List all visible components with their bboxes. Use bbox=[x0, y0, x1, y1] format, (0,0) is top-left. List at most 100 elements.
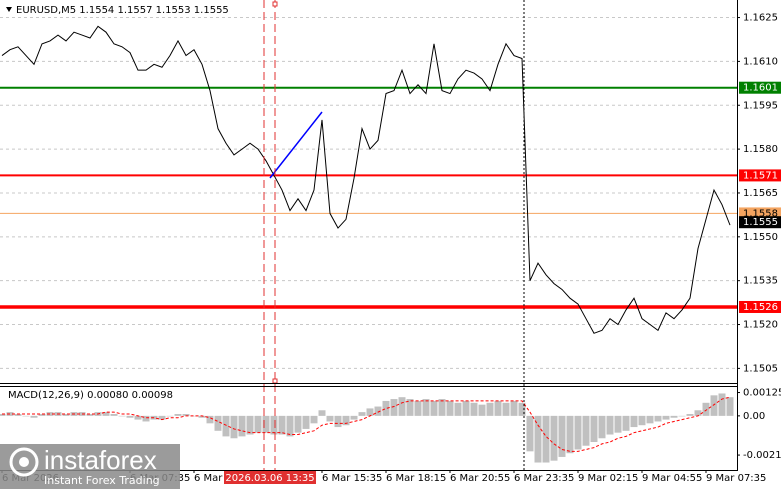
histogram-bar bbox=[614, 415, 622, 433]
histogram-bar bbox=[238, 415, 246, 437]
histogram-bar bbox=[366, 408, 374, 416]
histogram-bar bbox=[118, 415, 126, 417]
title-arrow bbox=[6, 7, 12, 12]
y-tick-label: 1.1610 bbox=[743, 56, 778, 67]
histogram-bar bbox=[598, 415, 606, 439]
histogram-bar bbox=[334, 415, 342, 428]
histogram-bar bbox=[358, 412, 366, 416]
histogram-bar bbox=[542, 415, 550, 463]
y-tick-label: 1.1550 bbox=[743, 232, 778, 243]
y-tick-label: 1.1565 bbox=[743, 188, 778, 199]
histogram-bar bbox=[222, 415, 230, 437]
trend-line bbox=[269, 111, 323, 179]
x-tick-label: 9 Mar 07:35 bbox=[706, 473, 766, 484]
level-label: 1.1601 bbox=[743, 83, 778, 94]
histogram-bar bbox=[518, 402, 526, 416]
level-label-bg bbox=[739, 300, 781, 313]
histogram-bar bbox=[214, 415, 222, 431]
histogram-bar bbox=[710, 395, 718, 416]
series-line bbox=[1, 25, 731, 334]
histogram-bar bbox=[0, 414, 6, 416]
level-label: 1.1558 bbox=[743, 208, 778, 219]
histogram-bar bbox=[478, 404, 486, 416]
histogram-bar bbox=[158, 415, 166, 420]
histogram-bar bbox=[110, 414, 118, 416]
chart-title: EURUSD,M5 1.1554 1.1557 1.1553 1.1555 bbox=[16, 5, 229, 16]
cursor-handle bbox=[272, 378, 278, 384]
plot-layer bbox=[0, 25, 734, 463]
histogram-bar bbox=[270, 415, 278, 435]
histogram-bar bbox=[414, 400, 422, 416]
logo-icon bbox=[9, 447, 39, 477]
histogram-bar bbox=[278, 415, 286, 435]
histogram-bar bbox=[422, 399, 430, 416]
histogram-bar bbox=[374, 406, 382, 416]
x-tick-label: 9 Mar 04:55 bbox=[642, 473, 702, 484]
histogram-bar bbox=[398, 397, 406, 416]
histogram-bar bbox=[654, 415, 662, 422]
histogram-bar bbox=[254, 415, 262, 433]
levels-layer bbox=[0, 86, 737, 309]
histogram-bar bbox=[486, 402, 494, 416]
x-tick-label: 9 Mar 02:15 bbox=[578, 473, 638, 484]
x-tick-label: 6 Mar 23:35 bbox=[514, 473, 574, 484]
histogram-bar bbox=[630, 415, 638, 428]
brand: instaforex bbox=[44, 445, 157, 475]
cursor-label-bg bbox=[224, 471, 316, 484]
tagline: Instant Forex Trading bbox=[44, 474, 160, 487]
histogram-bar bbox=[30, 415, 38, 418]
histogram-bar bbox=[206, 415, 214, 424]
histogram-bar bbox=[134, 415, 142, 420]
histogram-bar bbox=[510, 400, 518, 416]
histogram-bar bbox=[318, 410, 326, 416]
histogram-bar bbox=[678, 415, 686, 417]
histogram-bar bbox=[694, 410, 702, 416]
histogram-bar bbox=[470, 402, 478, 416]
histogram-bar bbox=[142, 415, 150, 422]
indicator-title: MACD(12,26,9) 0.00080 0.00098 bbox=[8, 390, 173, 401]
histogram-bar bbox=[406, 399, 414, 416]
histogram-bar bbox=[558, 415, 566, 457]
histogram-bar bbox=[294, 415, 302, 433]
price-label-bg bbox=[739, 216, 781, 229]
histogram-bar bbox=[462, 400, 470, 416]
histogram-bar bbox=[342, 415, 350, 426]
histogram-bar bbox=[590, 415, 598, 442]
histogram-bar bbox=[174, 414, 182, 416]
y-tick-label: 1.1520 bbox=[743, 320, 778, 331]
y-tick-label: 1.1505 bbox=[743, 363, 778, 374]
x-tick-label: 6 Mar 20:55 bbox=[450, 473, 510, 484]
histogram-bar bbox=[126, 415, 134, 418]
histogram-bar bbox=[14, 414, 22, 416]
x-tick-label: 6 Mar 15:35 bbox=[322, 473, 382, 484]
histogram-bar bbox=[638, 415, 646, 426]
y-tick-label: -0.0021 bbox=[743, 450, 781, 461]
histogram-bar bbox=[246, 415, 254, 435]
histogram-bar bbox=[686, 414, 694, 416]
histogram-bar bbox=[86, 414, 94, 416]
histogram-bar bbox=[446, 400, 454, 416]
histogram-bar bbox=[326, 415, 334, 422]
histogram-bar bbox=[646, 415, 654, 424]
histogram-bar bbox=[198, 415, 206, 418]
watermark: instaforex Instant Forex Trading bbox=[0, 444, 180, 489]
y-tick-label: 0.00125 bbox=[743, 388, 781, 399]
y-tick-label: 1.1625 bbox=[743, 13, 778, 24]
level-label-bg bbox=[739, 169, 781, 182]
histogram-bar bbox=[102, 412, 110, 416]
histogram-bar bbox=[670, 415, 678, 418]
histogram-bar bbox=[502, 402, 510, 416]
series-line bbox=[2, 396, 731, 452]
histogram-bar bbox=[302, 415, 310, 429]
x-tick-label: 6 Mar 18:15 bbox=[386, 473, 446, 484]
histogram-bar bbox=[350, 415, 358, 420]
price-label: 1.1555 bbox=[743, 217, 778, 228]
histogram-bar bbox=[622, 415, 630, 431]
histogram-bar bbox=[606, 415, 614, 435]
histogram-bar bbox=[526, 415, 534, 452]
level-label: 1.1571 bbox=[743, 170, 778, 181]
histogram-bar bbox=[550, 415, 558, 461]
grid-layer bbox=[0, 17, 737, 369]
histogram-bar bbox=[166, 415, 174, 417]
